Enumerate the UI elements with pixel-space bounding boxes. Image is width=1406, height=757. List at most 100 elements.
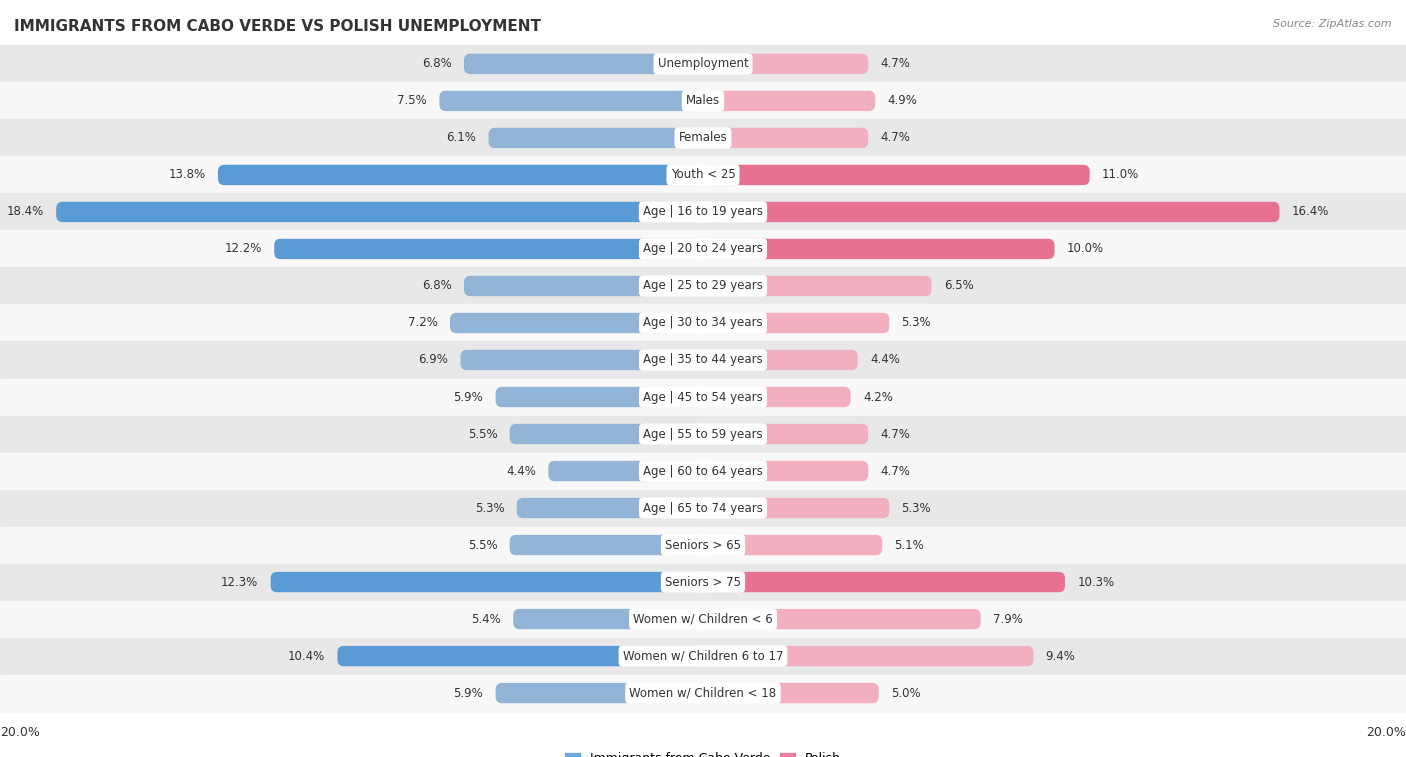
Text: Source: ZipAtlas.com: Source: ZipAtlas.com	[1274, 19, 1392, 29]
Text: 10.4%: 10.4%	[288, 650, 325, 662]
FancyBboxPatch shape	[274, 238, 703, 259]
Text: Age | 45 to 54 years: Age | 45 to 54 years	[643, 391, 763, 403]
Bar	[0, 378, 1406, 416]
FancyBboxPatch shape	[703, 424, 869, 444]
Text: Age | 30 to 34 years: Age | 30 to 34 years	[643, 316, 763, 329]
Text: 4.9%: 4.9%	[887, 95, 917, 107]
FancyBboxPatch shape	[703, 238, 1054, 259]
Text: 5.3%: 5.3%	[901, 316, 931, 329]
Text: 5.5%: 5.5%	[468, 428, 498, 441]
Text: Age | 55 to 59 years: Age | 55 to 59 years	[643, 428, 763, 441]
Text: IMMIGRANTS FROM CABO VERDE VS POLISH UNEMPLOYMENT: IMMIGRANTS FROM CABO VERDE VS POLISH UNE…	[14, 19, 541, 34]
Text: 4.7%: 4.7%	[880, 465, 910, 478]
FancyBboxPatch shape	[450, 313, 703, 333]
Text: 20.0%: 20.0%	[1367, 727, 1406, 740]
Bar	[0, 341, 1406, 378]
Bar	[0, 674, 1406, 712]
FancyBboxPatch shape	[461, 350, 703, 370]
Text: Youth < 25: Youth < 25	[671, 169, 735, 182]
Text: 4.2%: 4.2%	[863, 391, 893, 403]
FancyBboxPatch shape	[56, 202, 703, 222]
FancyBboxPatch shape	[703, 683, 879, 703]
Text: 11.0%: 11.0%	[1102, 169, 1139, 182]
FancyBboxPatch shape	[218, 165, 703, 185]
Text: Seniors > 75: Seniors > 75	[665, 575, 741, 588]
Bar	[0, 230, 1406, 267]
FancyBboxPatch shape	[703, 91, 875, 111]
Text: 6.5%: 6.5%	[943, 279, 973, 292]
Bar	[0, 416, 1406, 453]
Bar	[0, 120, 1406, 157]
FancyBboxPatch shape	[703, 646, 1033, 666]
FancyBboxPatch shape	[439, 91, 703, 111]
Text: 4.7%: 4.7%	[880, 428, 910, 441]
Text: 7.9%: 7.9%	[993, 612, 1022, 625]
Bar	[0, 637, 1406, 674]
Text: 16.4%: 16.4%	[1292, 205, 1329, 219]
Text: 20.0%: 20.0%	[0, 727, 39, 740]
Text: 18.4%: 18.4%	[7, 205, 44, 219]
Text: 6.1%: 6.1%	[447, 132, 477, 145]
FancyBboxPatch shape	[464, 54, 703, 74]
Text: 6.8%: 6.8%	[422, 58, 451, 70]
Text: 9.4%: 9.4%	[1046, 650, 1076, 662]
FancyBboxPatch shape	[464, 276, 703, 296]
Text: 7.2%: 7.2%	[408, 316, 437, 329]
Text: Unemployment: Unemployment	[658, 58, 748, 70]
FancyBboxPatch shape	[703, 276, 932, 296]
FancyBboxPatch shape	[548, 461, 703, 481]
FancyBboxPatch shape	[517, 498, 703, 519]
Text: Age | 60 to 64 years: Age | 60 to 64 years	[643, 465, 763, 478]
Text: Seniors > 65: Seniors > 65	[665, 538, 741, 552]
FancyBboxPatch shape	[496, 683, 703, 703]
Text: Females: Females	[679, 132, 727, 145]
FancyBboxPatch shape	[703, 461, 869, 481]
Bar	[0, 83, 1406, 120]
Bar	[0, 490, 1406, 527]
FancyBboxPatch shape	[703, 54, 869, 74]
Text: Age | 25 to 29 years: Age | 25 to 29 years	[643, 279, 763, 292]
Text: Women w/ Children < 18: Women w/ Children < 18	[630, 687, 776, 699]
Text: 5.3%: 5.3%	[901, 502, 931, 515]
FancyBboxPatch shape	[270, 572, 703, 592]
FancyBboxPatch shape	[513, 609, 703, 629]
Bar	[0, 453, 1406, 490]
Text: Age | 35 to 44 years: Age | 35 to 44 years	[643, 354, 763, 366]
FancyBboxPatch shape	[703, 313, 889, 333]
FancyBboxPatch shape	[496, 387, 703, 407]
Legend: Immigrants from Cabo Verde, Polish: Immigrants from Cabo Verde, Polish	[565, 752, 841, 757]
Text: 5.3%: 5.3%	[475, 502, 505, 515]
Text: 10.3%: 10.3%	[1077, 575, 1115, 588]
Bar	[0, 563, 1406, 600]
FancyBboxPatch shape	[703, 165, 1090, 185]
Bar	[0, 304, 1406, 341]
FancyBboxPatch shape	[703, 128, 869, 148]
Text: 5.1%: 5.1%	[894, 538, 924, 552]
FancyBboxPatch shape	[703, 202, 1279, 222]
Text: 5.5%: 5.5%	[468, 538, 498, 552]
Text: 5.0%: 5.0%	[891, 687, 921, 699]
FancyBboxPatch shape	[703, 387, 851, 407]
Bar	[0, 600, 1406, 637]
Text: 13.8%: 13.8%	[169, 169, 205, 182]
Text: 4.7%: 4.7%	[880, 58, 910, 70]
Bar	[0, 45, 1406, 83]
Text: 6.8%: 6.8%	[422, 279, 451, 292]
Text: Age | 20 to 24 years: Age | 20 to 24 years	[643, 242, 763, 255]
FancyBboxPatch shape	[489, 128, 703, 148]
Text: 12.2%: 12.2%	[225, 242, 262, 255]
Text: Males: Males	[686, 95, 720, 107]
FancyBboxPatch shape	[510, 535, 703, 555]
FancyBboxPatch shape	[703, 535, 883, 555]
FancyBboxPatch shape	[703, 609, 981, 629]
FancyBboxPatch shape	[703, 350, 858, 370]
Text: 12.3%: 12.3%	[221, 575, 259, 588]
FancyBboxPatch shape	[510, 424, 703, 444]
Text: Age | 16 to 19 years: Age | 16 to 19 years	[643, 205, 763, 219]
Text: 4.4%: 4.4%	[870, 354, 900, 366]
Text: 7.5%: 7.5%	[398, 95, 427, 107]
Bar	[0, 194, 1406, 230]
Bar	[0, 157, 1406, 194]
Text: 5.4%: 5.4%	[471, 612, 501, 625]
Text: 6.9%: 6.9%	[419, 354, 449, 366]
